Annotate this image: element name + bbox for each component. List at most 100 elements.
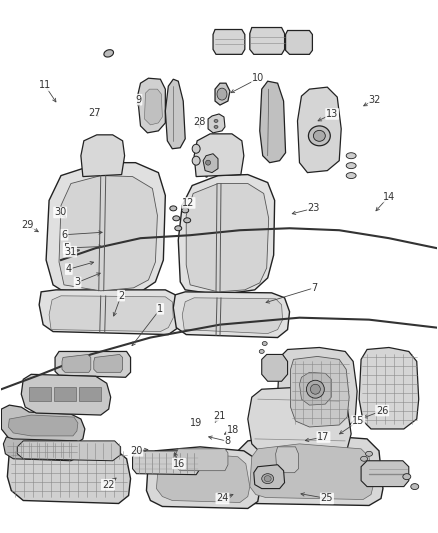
Text: 9: 9 (135, 95, 141, 104)
Polygon shape (7, 444, 131, 504)
Text: 29: 29 (21, 220, 34, 230)
Ellipse shape (214, 119, 218, 123)
Polygon shape (290, 357, 349, 427)
Ellipse shape (184, 218, 191, 223)
Polygon shape (62, 354, 91, 373)
Polygon shape (178, 175, 275, 295)
Ellipse shape (192, 144, 200, 153)
Text: 24: 24 (216, 494, 229, 504)
Polygon shape (79, 387, 101, 401)
Ellipse shape (262, 474, 274, 483)
Text: 27: 27 (89, 108, 101, 118)
Text: 30: 30 (54, 207, 66, 217)
Text: 3: 3 (74, 277, 81, 287)
Polygon shape (49, 296, 173, 332)
Polygon shape (236, 434, 383, 505)
Polygon shape (94, 354, 123, 373)
Ellipse shape (217, 88, 227, 100)
Polygon shape (203, 154, 218, 173)
Polygon shape (248, 387, 351, 457)
Polygon shape (55, 351, 131, 377)
Polygon shape (278, 348, 357, 434)
Text: 16: 16 (173, 458, 185, 469)
Ellipse shape (366, 451, 373, 456)
Polygon shape (81, 135, 124, 176)
Text: 7: 7 (311, 282, 318, 293)
Text: 22: 22 (102, 480, 114, 490)
Polygon shape (186, 183, 268, 292)
Polygon shape (173, 292, 290, 337)
Text: 19: 19 (190, 418, 202, 428)
Ellipse shape (346, 173, 356, 179)
Polygon shape (39, 290, 180, 335)
Text: 12: 12 (182, 198, 195, 208)
Polygon shape (138, 78, 165, 133)
Text: 26: 26 (376, 406, 389, 416)
Text: 21: 21 (213, 411, 225, 421)
Text: 20: 20 (130, 446, 142, 456)
Polygon shape (46, 163, 165, 296)
Polygon shape (254, 465, 285, 489)
Polygon shape (54, 387, 76, 401)
Ellipse shape (360, 456, 367, 461)
Text: 13: 13 (326, 109, 338, 119)
Text: 11: 11 (39, 80, 51, 91)
Ellipse shape (308, 126, 330, 146)
Ellipse shape (214, 125, 218, 128)
Text: 14: 14 (383, 191, 395, 201)
Polygon shape (1, 405, 85, 444)
Polygon shape (21, 374, 111, 415)
Ellipse shape (262, 342, 267, 345)
Polygon shape (250, 444, 373, 499)
Polygon shape (361, 461, 409, 487)
Polygon shape (133, 451, 200, 475)
Text: 4: 4 (66, 264, 72, 274)
Ellipse shape (192, 156, 200, 165)
Text: 31: 31 (64, 247, 76, 257)
Polygon shape (182, 298, 283, 334)
Polygon shape (286, 30, 312, 54)
Polygon shape (208, 114, 225, 133)
Ellipse shape (346, 153, 356, 159)
Ellipse shape (311, 384, 320, 394)
Polygon shape (300, 373, 331, 405)
Polygon shape (262, 354, 288, 381)
Text: 2: 2 (118, 290, 124, 301)
Text: 28: 28 (193, 117, 205, 127)
Ellipse shape (175, 226, 182, 231)
Polygon shape (276, 447, 298, 473)
Polygon shape (59, 175, 157, 291)
Polygon shape (165, 79, 185, 149)
Polygon shape (359, 348, 419, 429)
Text: 18: 18 (227, 425, 239, 434)
Ellipse shape (259, 350, 264, 353)
Ellipse shape (170, 206, 177, 211)
Polygon shape (213, 29, 245, 54)
Ellipse shape (104, 50, 113, 57)
Text: 32: 32 (369, 95, 381, 104)
Polygon shape (250, 28, 285, 54)
Ellipse shape (173, 216, 180, 221)
Text: 17: 17 (317, 432, 330, 442)
Text: 1: 1 (157, 304, 163, 314)
Ellipse shape (411, 483, 419, 490)
Polygon shape (156, 454, 250, 503)
Ellipse shape (314, 131, 325, 141)
Polygon shape (215, 83, 230, 105)
Polygon shape (260, 81, 286, 163)
Text: 15: 15 (352, 416, 364, 426)
Text: 6: 6 (61, 230, 67, 240)
Text: 23: 23 (307, 203, 320, 213)
Text: 25: 25 (321, 494, 333, 504)
Ellipse shape (403, 474, 411, 480)
Ellipse shape (264, 475, 271, 482)
Polygon shape (8, 415, 78, 436)
Polygon shape (146, 447, 260, 508)
Text: 8: 8 (225, 437, 231, 446)
Polygon shape (145, 89, 162, 125)
Text: 5: 5 (64, 243, 70, 253)
Polygon shape (297, 87, 341, 173)
Ellipse shape (205, 160, 211, 165)
Ellipse shape (307, 380, 324, 398)
Polygon shape (29, 387, 51, 401)
